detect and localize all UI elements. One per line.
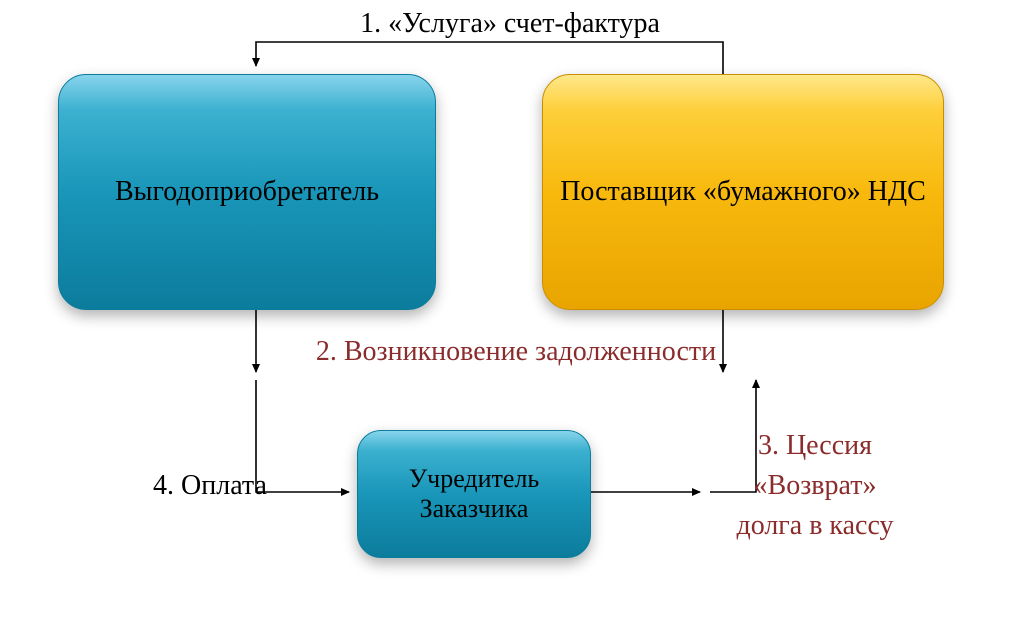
label-cession-line2: «Возврат» <box>690 470 940 502</box>
invoice-arrow <box>256 42 723 74</box>
flowchart-diagram: Выгодоприобретатель Поставщик «бумажного… <box>0 0 1024 635</box>
label-cession-line1: 3. Цессия <box>690 430 940 462</box>
label-debt: 2. Возникновение задолженности <box>276 336 756 368</box>
node-supplier-label: Поставщик «бумажного» НДС <box>560 176 926 208</box>
label-invoice: 1. «Услуга» счет-фактура <box>300 8 720 40</box>
node-beneficiary: Выгодоприобретатель <box>58 74 436 310</box>
node-founder-label: Учредитель Заказчика <box>368 464 580 524</box>
label-payment: 4. Оплата <box>120 470 300 502</box>
label-cession-line3: долга в кассу <box>690 510 940 542</box>
node-supplier: Поставщик «бумажного» НДС <box>542 74 944 310</box>
node-beneficiary-label: Выгодоприобретатель <box>115 176 379 208</box>
node-founder: Учредитель Заказчика <box>357 430 591 558</box>
